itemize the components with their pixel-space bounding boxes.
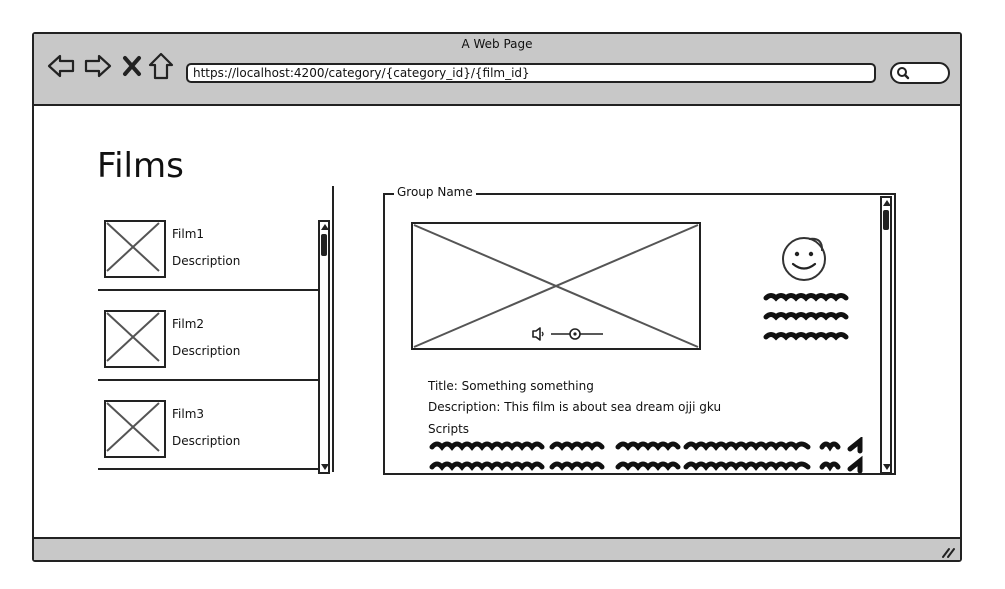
film-name: Film3 bbox=[172, 407, 205, 421]
scroll-down-arrow-icon[interactable] bbox=[883, 464, 891, 470]
list-item[interactable]: Film3 Description bbox=[98, 368, 318, 470]
back-arrow-icon[interactable] bbox=[47, 52, 75, 80]
film-description-detail: Description: This film is about sea drea… bbox=[428, 400, 722, 414]
resize-grip-icon[interactable] bbox=[940, 544, 956, 558]
film-thumbnail bbox=[104, 400, 166, 458]
scripts-scribble bbox=[429, 437, 863, 474]
film-name: Film2 bbox=[172, 317, 205, 331]
list-divider bbox=[332, 186, 334, 472]
list-separator bbox=[98, 468, 318, 470]
url-text: https://localhost:4200/category/{categor… bbox=[193, 66, 530, 80]
browser-statusbar bbox=[34, 537, 960, 560]
scroll-up-arrow-icon[interactable] bbox=[321, 224, 329, 230]
scripts-label: Scripts bbox=[428, 422, 470, 436]
forward-arrow-icon[interactable] bbox=[84, 52, 112, 80]
browser-search-button[interactable] bbox=[890, 62, 950, 84]
volume-icon[interactable] bbox=[531, 326, 547, 342]
avatar bbox=[782, 237, 826, 281]
video-placeholder bbox=[413, 224, 699, 348]
volume-slider[interactable] bbox=[549, 326, 605, 342]
film-title: Title: Something something bbox=[428, 379, 594, 393]
list-item[interactable]: Film2 Description bbox=[98, 278, 318, 381]
film-list: Film1 Description Film2 Description Film… bbox=[98, 188, 336, 472]
list-separator bbox=[98, 379, 318, 381]
window-title: A Web Page bbox=[461, 37, 533, 51]
close-icon[interactable] bbox=[118, 52, 146, 80]
profile-scribble bbox=[763, 293, 849, 341]
film-thumbnail bbox=[104, 310, 166, 368]
film-description: Description bbox=[172, 434, 241, 448]
group-legend: Group Name bbox=[394, 185, 476, 199]
video-player[interactable] bbox=[411, 222, 701, 350]
page-title: Films bbox=[97, 146, 184, 186]
scrollbar-thumb[interactable] bbox=[883, 210, 889, 230]
group-panel-scrollbar[interactable] bbox=[880, 196, 892, 474]
film-list-scrollbar[interactable] bbox=[318, 220, 330, 474]
search-icon bbox=[897, 67, 910, 80]
url-bar[interactable]: https://localhost:4200/category/{categor… bbox=[186, 63, 876, 83]
home-icon[interactable] bbox=[147, 52, 175, 80]
film-name: Film1 bbox=[172, 227, 205, 241]
scroll-up-arrow-icon[interactable] bbox=[883, 200, 891, 206]
film-thumbnail bbox=[104, 220, 166, 278]
film-description: Description bbox=[172, 254, 241, 268]
scrollbar-thumb[interactable] bbox=[321, 234, 327, 256]
scroll-down-arrow-icon[interactable] bbox=[321, 464, 329, 470]
list-separator bbox=[98, 289, 318, 291]
film-description: Description bbox=[172, 344, 241, 358]
list-item[interactable]: Film1 Description bbox=[98, 188, 318, 291]
